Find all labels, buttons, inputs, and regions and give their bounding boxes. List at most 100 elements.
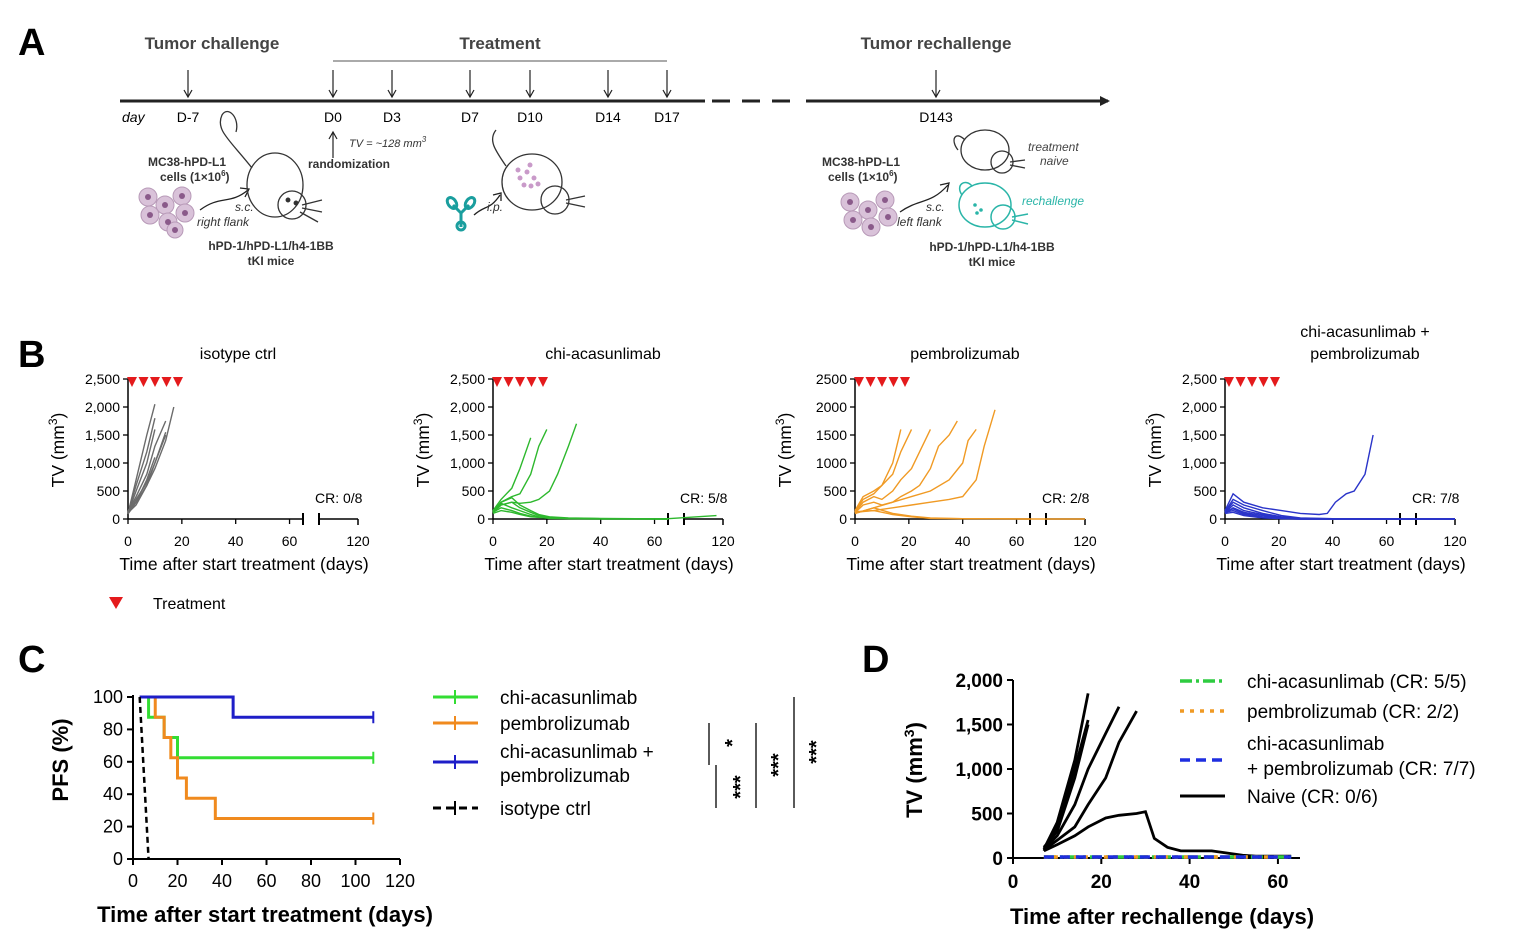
y-tick-label: 0 [839, 511, 847, 527]
treatment-marker [492, 377, 502, 387]
y-tick-label: 2,000 [450, 399, 485, 415]
left-flank-label: left flank [897, 215, 943, 229]
y-tick-label: 80 [103, 719, 123, 739]
y-tick-label: 2,500 [85, 371, 120, 387]
mice-label-line1: hPD-1/hPD-L1/h4-1BB [208, 239, 334, 253]
treatment-marker [865, 377, 876, 387]
x-tick-label: 120 [1073, 533, 1097, 549]
rechallenge-route-label: s.c. [926, 200, 945, 214]
significance-star: *** [768, 753, 790, 777]
y-axis-label: TV (mm3) [773, 413, 795, 488]
tumor-growth-line [1224, 511, 1455, 520]
pfs-curve [139, 695, 374, 820]
rechallenge-cells-label-line1: MC38-hPD-L1 [822, 155, 900, 169]
treatment-marker [515, 377, 525, 387]
y-tick-label: 40 [103, 784, 123, 804]
y-tick-label: 1,000 [955, 760, 1003, 781]
treatment-marker [526, 377, 537, 387]
treatment-marker [1258, 377, 1269, 387]
tumor-growth-line [854, 429, 932, 513]
panel-b-plots: isotype ctrl 0 500 1,000 1,500 2,000 2,500 0 20 4… [46, 324, 1467, 574]
pfs-curve [139, 695, 374, 719]
y-tick-label: 1500 [816, 427, 847, 443]
y-tick-label: 2000 [816, 399, 847, 415]
tv-note: TV = ~128 mm3 [349, 135, 427, 150]
treatment-marker [161, 377, 172, 387]
x-tick-label: 40 [1325, 533, 1341, 549]
tumor-growth-line [854, 420, 958, 514]
x-tick-label: 0 [1221, 533, 1229, 549]
x-tick-label: 20 [901, 533, 917, 549]
rechallenge-label: rechallenge [1022, 194, 1084, 208]
y-tick-label: 500 [97, 483, 121, 499]
plot-title: pembrolizumab [910, 346, 1019, 363]
panel-label-a: A [18, 22, 45, 64]
day-tick-label: D-7 [177, 109, 200, 125]
x-tick-label: 80 [301, 871, 321, 891]
significance-star: * [722, 739, 744, 747]
day-tick-label: D0 [324, 109, 342, 125]
x-tick-label: 40 [228, 533, 244, 549]
naive-mouse-icon [953, 129, 1026, 174]
plot-title: isotype ctrl [200, 346, 276, 363]
rechallenged-mouse-icon [958, 181, 1029, 230]
ip-arrow [473, 194, 501, 216]
x-tick-label: 60 [256, 871, 276, 891]
y-tick-label: 2,000 [85, 399, 120, 415]
significance-star: *** [730, 775, 752, 799]
treatment-marker [1235, 377, 1246, 387]
treatment-label: Treatment [459, 34, 541, 53]
day-tick-label: D17 [654, 109, 680, 125]
x-tick-label: 60 [1379, 533, 1395, 549]
legend-label-chi-acasunlimab: chi-acasunlimab [500, 688, 637, 709]
tumor-challenge-label: Tumor challenge [145, 34, 280, 53]
treatment-marker [127, 377, 137, 387]
pfs-curve [138, 696, 150, 860]
panel-a: A Tumor challenge Treatment Tumor rechal… [18, 22, 1110, 269]
tumor-growth-line [127, 420, 167, 513]
rechallenge-mice-label-line2: tKI mice [969, 255, 1016, 269]
treatment-marker [888, 377, 899, 387]
x-tick-label: 120 [346, 533, 370, 549]
x-tick-label: 60 [647, 533, 663, 549]
treatment-marker [1247, 377, 1257, 387]
legend-label-pembrolizumab: pembrolizumab [500, 714, 630, 735]
tumor-growth-line [1224, 434, 1374, 516]
tumor-growth-line [492, 423, 578, 513]
day-tick-label: D143 [919, 109, 953, 125]
treatment-marker [138, 377, 149, 387]
treatment-marker [150, 377, 160, 387]
x-tick-label: 0 [1008, 872, 1019, 893]
day-arrow-head [183, 89, 193, 99]
day-arrow-head [387, 89, 397, 99]
legend-label-combination-line2: pembrolizumab [500, 766, 630, 787]
day-tick-label: D3 [383, 109, 401, 125]
spider-plot-B3: pembrolizumab 0 500 1000 1500 2000 2500 0 20 40 60… [773, 346, 1097, 574]
x-tick-label: 40 [212, 871, 232, 891]
significance-brackets [708, 697, 795, 808]
y-tick-label: 1,500 [450, 427, 485, 443]
y-axis-label: TV (mm3) [411, 413, 433, 488]
y-tick-label: 1,000 [85, 455, 120, 471]
x-tick-label: 0 [489, 533, 497, 549]
x-axis-label: Time after start treatment (days) [484, 554, 733, 574]
x-tick-label: 120 [1443, 533, 1467, 549]
panel-b: B isotype ctrl 0 500 1,000 1,500 2,000 2,500 0 2… [18, 324, 1467, 613]
x-tick-label: 60 [1267, 872, 1288, 893]
panel-label-d: D [862, 639, 889, 681]
tumor-growth-line [492, 502, 669, 520]
legend-label-chi-acasunlimab-d: chi-acasunlimab (CR: 5/5) [1247, 672, 1467, 693]
treatment-marker [877, 377, 887, 387]
x-axis-label: Time after start treatment (days) [846, 554, 1095, 574]
x-tick-label: 40 [1179, 872, 1200, 893]
injection-arrow [199, 189, 249, 211]
y-tick-label: 1000 [816, 455, 847, 471]
cr-label: CR: 0/8 [315, 490, 363, 506]
y-tick-label: 60 [103, 752, 123, 772]
panel-d-legend: chi-acasunlimab (CR: 5/5) pembrolizumab … [1180, 672, 1476, 808]
y-tick-label: 20 [103, 817, 123, 837]
panel-c-legend: chi-acasunlimab pembrolizumab chi-acasun… [433, 688, 654, 820]
panel-c-plot: 0 20 40 60 80 100 0 20 40 60 80 100 120 [93, 687, 415, 891]
legend-label-naive: Naive (CR: 0/6) [1247, 787, 1378, 808]
day-arrow-head [662, 89, 672, 99]
